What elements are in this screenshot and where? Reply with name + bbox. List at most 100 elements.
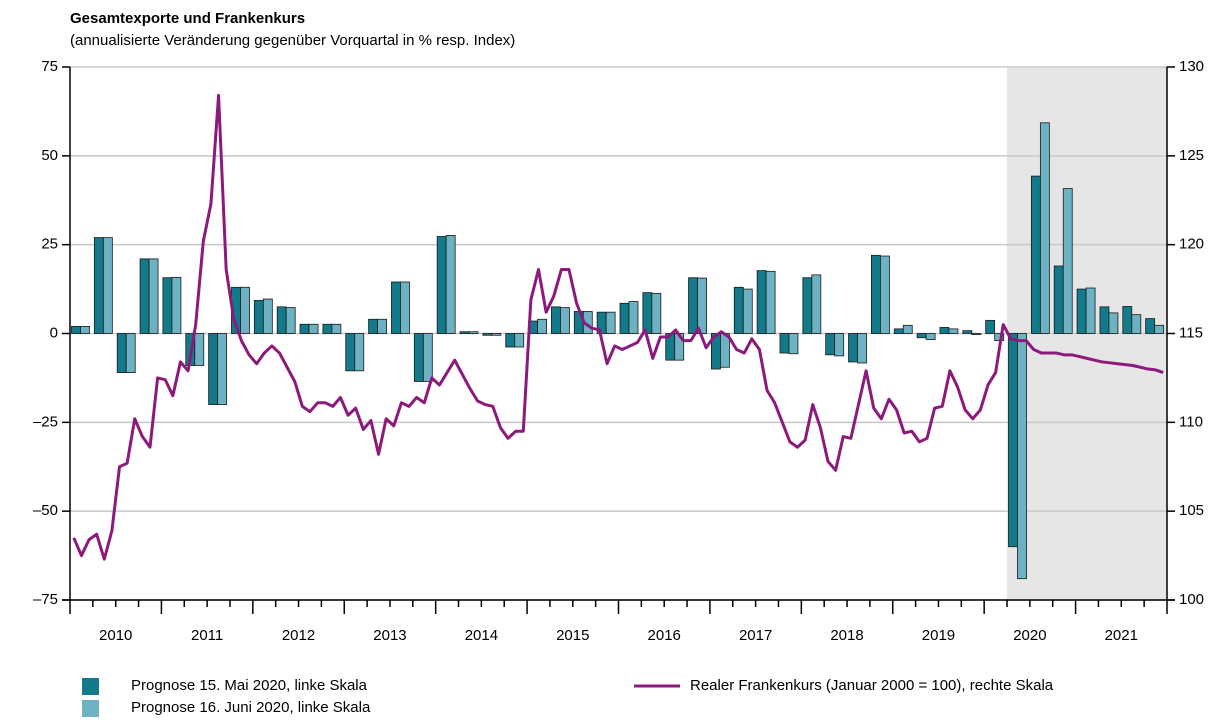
- chart-subtitle: (annualisierte Veränderung gegenüber Vor…: [70, 32, 515, 49]
- bar: [893, 328, 904, 334]
- bar: [459, 331, 470, 334]
- bar: [491, 333, 502, 336]
- bar: [1108, 312, 1119, 334]
- bar: [537, 318, 547, 334]
- y2-tick-label: 110: [1179, 413, 1203, 430]
- bar: [902, 324, 913, 334]
- bar: [779, 333, 790, 354]
- bar: [262, 298, 273, 334]
- bar: [139, 258, 150, 334]
- bar: [80, 325, 90, 334]
- y-tick-label: –75: [33, 591, 58, 608]
- bar: [651, 292, 662, 334]
- bar: [413, 333, 424, 382]
- bar: [605, 311, 616, 334]
- y2-tick-label: 100: [1179, 591, 1204, 608]
- x-tick-label: 2010: [99, 627, 132, 644]
- bar: [285, 307, 296, 334]
- bar: [514, 333, 525, 348]
- bar: [1008, 333, 1018, 548]
- bar: [834, 333, 845, 357]
- bar: [971, 333, 982, 335]
- bar: [482, 333, 493, 336]
- bar: [1131, 314, 1142, 334]
- bar: [102, 237, 113, 334]
- bar: [1145, 318, 1156, 334]
- bar: [194, 333, 205, 366]
- bar: [642, 292, 653, 334]
- bar: [422, 333, 433, 382]
- bar: [1039, 122, 1050, 334]
- y2-tick-label: 105: [1179, 502, 1204, 519]
- x-tick-label: 2017: [739, 627, 772, 644]
- y2-tick-label: 120: [1179, 236, 1204, 253]
- bar: [217, 333, 228, 405]
- bar: [93, 237, 104, 334]
- y2-tick-label: 130: [1179, 58, 1204, 75]
- x-tick-label: 2019: [922, 627, 955, 644]
- legend-label: Realer Frankenkurs (Januar 2000 = 100), …: [690, 677, 1054, 694]
- bar: [368, 318, 379, 334]
- bar: [1099, 306, 1110, 334]
- bar: [765, 270, 776, 334]
- x-tick-label: 2014: [465, 627, 498, 644]
- bar: [939, 327, 950, 334]
- bar: [733, 286, 744, 334]
- bar: [948, 328, 959, 334]
- bar: [560, 307, 570, 334]
- bar: [1053, 265, 1064, 334]
- bar: [825, 333, 836, 356]
- y-tick-label: –25: [33, 413, 58, 430]
- bar: [240, 286, 250, 334]
- bar: [848, 333, 858, 363]
- y-tick-label: 75: [41, 58, 58, 75]
- bar: [802, 277, 813, 334]
- bar: [742, 288, 753, 334]
- legend-label: Prognose 15. Mai 2020, linke Skala: [131, 677, 368, 694]
- bar: [322, 323, 333, 334]
- bar: [925, 333, 936, 340]
- bar: [916, 333, 927, 339]
- bar: [445, 235, 456, 334]
- bar: [962, 330, 973, 334]
- x-tick-label: 2016: [648, 627, 681, 644]
- bar: [125, 333, 136, 373]
- bar: [162, 277, 173, 334]
- legend-swatch: [82, 678, 99, 695]
- legend-swatch: [82, 700, 99, 717]
- bar: [697, 277, 707, 334]
- bar: [1154, 324, 1165, 334]
- bar: [985, 319, 996, 334]
- bar: [468, 331, 479, 334]
- x-tick-label: 2020: [1013, 627, 1046, 644]
- bar: [116, 333, 127, 373]
- bar: [788, 333, 799, 355]
- bar: [619, 302, 630, 334]
- bar: [171, 276, 182, 334]
- bar: [377, 318, 388, 334]
- x-tick-label: 2012: [282, 627, 315, 644]
- y-tick-label: 50: [41, 147, 58, 164]
- bar: [551, 306, 561, 334]
- bar: [436, 236, 447, 334]
- y2-tick-label: 125: [1179, 147, 1204, 164]
- bar: [400, 281, 410, 334]
- bar: [688, 277, 698, 334]
- bar: [720, 333, 730, 368]
- bar: [756, 270, 767, 334]
- bar: [1062, 188, 1073, 334]
- bar: [879, 255, 890, 334]
- x-tick-label: 2018: [830, 627, 863, 644]
- y-tick-label: 25: [41, 236, 58, 253]
- line: [72, 93, 1164, 561]
- bar: [71, 325, 81, 334]
- bar: [1030, 175, 1041, 334]
- bar: [276, 306, 287, 334]
- bar: [208, 333, 219, 405]
- x-tick-label: 2015: [556, 627, 589, 644]
- bar: [870, 254, 881, 334]
- chart-title: Gesamtexporte und Frankenkurs: [70, 10, 305, 27]
- y-tick-label: –50: [33, 502, 58, 519]
- bar: [505, 333, 516, 348]
